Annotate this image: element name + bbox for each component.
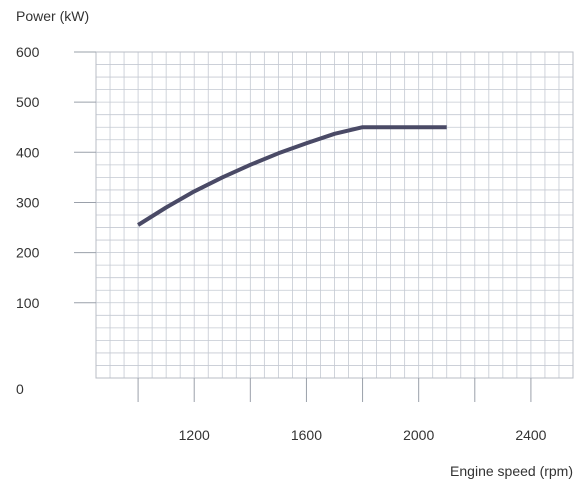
y-tick-label: 100 xyxy=(16,295,40,311)
axes xyxy=(74,51,574,402)
x-tick-label: 2400 xyxy=(515,427,546,443)
series-layer xyxy=(137,125,447,227)
y-tick-label: 200 xyxy=(16,245,40,261)
y-tick-label: 0 xyxy=(16,381,24,397)
y-tick-label: 300 xyxy=(16,194,40,210)
power-series-line xyxy=(137,125,447,227)
x-tick-label: 1600 xyxy=(291,427,322,443)
x-axis-label: Engine speed (rpm) xyxy=(450,463,573,479)
plot-frame xyxy=(95,51,574,379)
grid xyxy=(95,51,574,379)
y-tick-label: 500 xyxy=(16,94,40,110)
y-tick-label: 400 xyxy=(16,144,40,160)
y-tick-label: 600 xyxy=(16,44,40,60)
x-tick-label: 1200 xyxy=(179,427,210,443)
x-tick-label: 2000 xyxy=(403,427,434,443)
tick-labels: 0 100 200 300 400 500 600 1200 1600 2000 2400 xyxy=(16,44,547,443)
y-axis-label: Power (kW) xyxy=(16,8,89,24)
